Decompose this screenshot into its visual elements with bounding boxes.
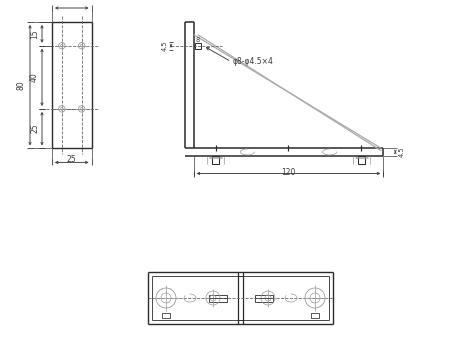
Bar	[162, 313, 170, 318]
Text: 4.5: 4.5	[162, 40, 168, 51]
Text: 8: 8	[196, 37, 200, 43]
Bar	[311, 313, 319, 318]
Text: 25: 25	[67, 155, 77, 164]
Text: 25: 25	[30, 124, 39, 133]
Bar	[212, 156, 219, 164]
Text: 15: 15	[30, 29, 39, 39]
Text: 120: 120	[282, 168, 296, 176]
Text: 80: 80	[17, 80, 26, 90]
Text: 12.5: 12.5	[63, 0, 80, 1]
Text: φ8-φ4.5×4: φ8-φ4.5×4	[232, 57, 273, 66]
Bar	[358, 156, 365, 164]
Bar	[195, 43, 201, 49]
Text: 4.5: 4.5	[398, 147, 404, 157]
Text: 40: 40	[30, 73, 39, 82]
Bar	[254, 295, 273, 302]
Bar	[209, 295, 227, 302]
